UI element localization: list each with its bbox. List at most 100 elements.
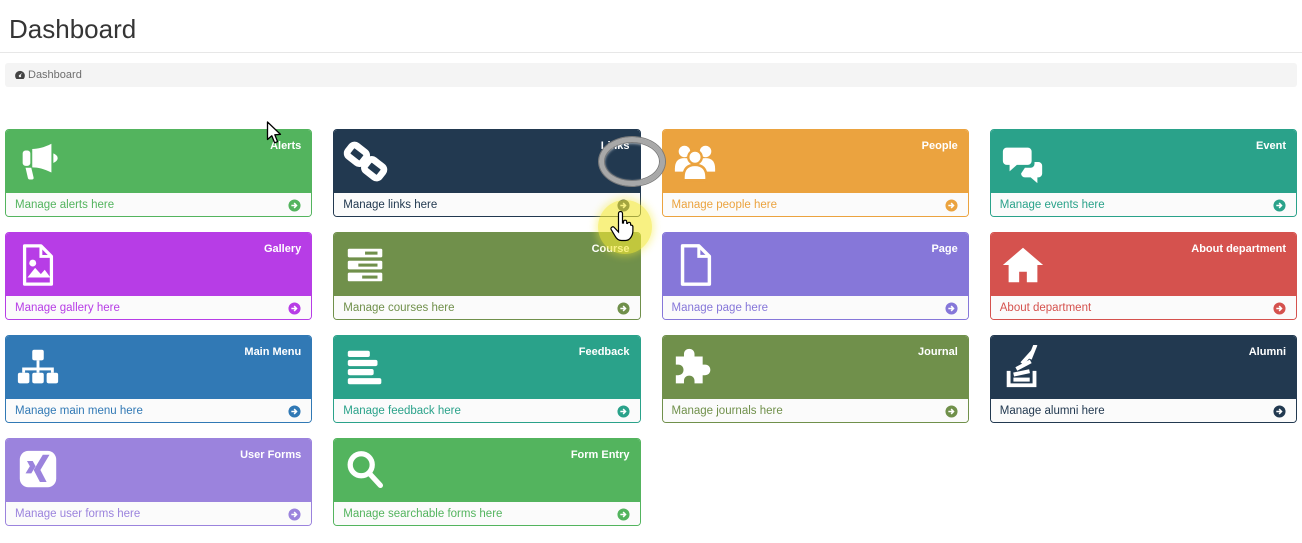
tile-footer-link[interactable]: About department xyxy=(990,295,1296,319)
tile-label: Journal xyxy=(918,346,958,358)
tile-journal[interactable]: Journal Manage journals here xyxy=(661,335,969,423)
file-image-icon xyxy=(15,242,61,288)
tile-label: Alerts xyxy=(270,140,302,152)
page-title: Dashboard xyxy=(9,14,137,44)
tile-form-entry[interactable]: Form Entry Manage searchable forms here xyxy=(333,438,641,526)
tile-head[interactable]: People xyxy=(662,130,968,192)
tile-label: Main Menu xyxy=(244,346,302,358)
arrow-circle-icon[interactable] xyxy=(1273,198,1286,212)
tile-footer-text: Manage links here xyxy=(343,199,438,211)
tile-grid: Alerts Manage alerts here Links Manage l… xyxy=(5,129,1297,526)
stackoverflow-icon xyxy=(1000,345,1046,391)
tile-footer-text: Manage people here xyxy=(671,199,778,211)
tile-head[interactable]: User Forms xyxy=(6,439,312,501)
tile-head[interactable]: About department xyxy=(990,233,1296,295)
tile-head[interactable]: Event xyxy=(990,130,1296,192)
tile-label: Alumni xyxy=(1248,346,1286,358)
puzzle-icon xyxy=(672,345,718,391)
tile-head[interactable]: Gallery xyxy=(6,233,312,295)
tile-footer-link[interactable]: Manage courses here xyxy=(334,295,640,319)
tile-footer-text: Manage searchable forms here xyxy=(343,508,503,520)
tile-footer-text: Manage page here xyxy=(671,302,769,314)
arrow-circle-icon[interactable] xyxy=(1273,301,1286,315)
tile-head[interactable]: Main Menu xyxy=(6,336,312,398)
arrow-circle-icon[interactable] xyxy=(945,301,958,315)
tile-user-forms[interactable]: User Forms Manage user forms here xyxy=(5,438,313,526)
align-left-icon xyxy=(343,345,389,391)
tile-label: Links xyxy=(600,140,630,152)
arrow-circle-icon[interactable] xyxy=(945,198,958,212)
search-icon xyxy=(343,448,389,494)
arrow-circle-icon[interactable] xyxy=(616,404,630,418)
tile-footer-text: Manage journals here xyxy=(671,405,783,417)
arrow-circle-icon[interactable] xyxy=(288,301,301,315)
arrow-circle-icon[interactable] xyxy=(288,507,301,521)
arrow-circle-icon[interactable] xyxy=(1273,404,1286,418)
tile-footer-text: Manage alumni here xyxy=(999,405,1105,417)
tile-gallery[interactable]: Gallery Manage gallery here xyxy=(5,232,313,320)
tile-footer-text: Manage main menu here xyxy=(15,405,143,417)
sitemap-icon xyxy=(15,345,61,391)
tile-footer-text: About department xyxy=(999,302,1092,314)
title-divider xyxy=(0,52,1302,53)
tile-footer-link[interactable]: Manage people here xyxy=(662,192,968,216)
arrow-circle-icon[interactable] xyxy=(288,404,301,418)
comments-icon xyxy=(1000,139,1046,185)
users-icon xyxy=(672,139,718,185)
tile-footer-link[interactable]: Manage events here xyxy=(990,192,1296,216)
tile-people[interactable]: People Manage people here xyxy=(661,129,969,217)
tile-footer-text: Manage user forms here xyxy=(15,508,141,520)
tile-course[interactable]: Course Manage courses here xyxy=(333,232,641,320)
tile-event[interactable]: Event Manage events here xyxy=(989,129,1297,217)
arrow-circle-icon[interactable] xyxy=(616,198,630,212)
tile-head[interactable]: Course xyxy=(334,233,640,295)
arrow-circle-icon[interactable] xyxy=(288,198,301,212)
tile-footer-link[interactable]: Manage user forms here xyxy=(6,501,312,525)
tile-label: User Forms xyxy=(240,449,302,461)
file-icon xyxy=(672,242,718,288)
tile-label: Page xyxy=(931,243,958,255)
tile-head[interactable]: Journal xyxy=(662,336,968,398)
tile-head[interactable]: Form Entry xyxy=(334,439,640,501)
tile-page[interactable]: Page Manage page here xyxy=(661,232,969,320)
tile-footer-text: Manage courses here xyxy=(343,302,455,314)
tile-links[interactable]: Links Manage links here xyxy=(333,129,641,217)
tile-label: Course xyxy=(591,243,630,255)
link-icon xyxy=(343,139,389,185)
tile-head[interactable]: Alumni xyxy=(990,336,1296,398)
tile-alerts[interactable]: Alerts Manage alerts here xyxy=(5,129,313,217)
tasks-icon xyxy=(343,242,389,288)
tile-label: Event xyxy=(1256,140,1286,152)
bullhorn-icon xyxy=(15,139,61,185)
arrow-circle-icon[interactable] xyxy=(616,507,630,521)
tile-head[interactable]: Page xyxy=(662,233,968,295)
xing-icon xyxy=(15,448,61,494)
tile-footer-link[interactable]: Manage gallery here xyxy=(6,295,312,319)
tile-footer-text: Manage alerts here xyxy=(15,199,115,211)
tile-footer-link[interactable]: Manage journals here xyxy=(662,398,968,422)
tile-footer-link[interactable]: Manage searchable forms here xyxy=(334,501,640,525)
tile-label: Form Entry xyxy=(570,449,630,461)
breadcrumb-item-dashboard[interactable]: Dashboard xyxy=(28,69,82,81)
arrow-circle-icon[interactable] xyxy=(616,301,630,315)
dashboard-icon xyxy=(14,69,26,81)
tile-footer-text: Manage feedback here xyxy=(343,405,461,417)
tile-label: About department xyxy=(1191,243,1286,255)
tile-footer-link[interactable]: Manage main menu here xyxy=(6,398,312,422)
tile-footer-text: Manage events here xyxy=(999,199,1105,211)
tile-head[interactable]: Alerts xyxy=(6,130,312,192)
tile-alumni[interactable]: Alumni Manage alumni here xyxy=(989,335,1297,423)
home-icon xyxy=(1000,242,1046,288)
arrow-circle-icon[interactable] xyxy=(945,404,958,418)
tile-about-department[interactable]: About department About department xyxy=(989,232,1297,320)
tile-footer-link[interactable]: Manage alumni here xyxy=(990,398,1296,422)
tile-footer-link[interactable]: Manage page here xyxy=(662,295,968,319)
tile-head[interactable]: Feedback xyxy=(334,336,640,398)
tile-footer-link[interactable]: Manage alerts here xyxy=(6,192,312,216)
tile-feedback[interactable]: Feedback Manage feedback here xyxy=(333,335,641,423)
tile-main-menu[interactable]: Main Menu Manage main menu here xyxy=(5,335,313,423)
tile-head[interactable]: Links xyxy=(334,130,640,192)
tile-footer-link[interactable]: Manage links here xyxy=(334,192,640,216)
tile-label: Gallery xyxy=(263,243,302,255)
tile-footer-link[interactable]: Manage feedback here xyxy=(334,398,640,422)
